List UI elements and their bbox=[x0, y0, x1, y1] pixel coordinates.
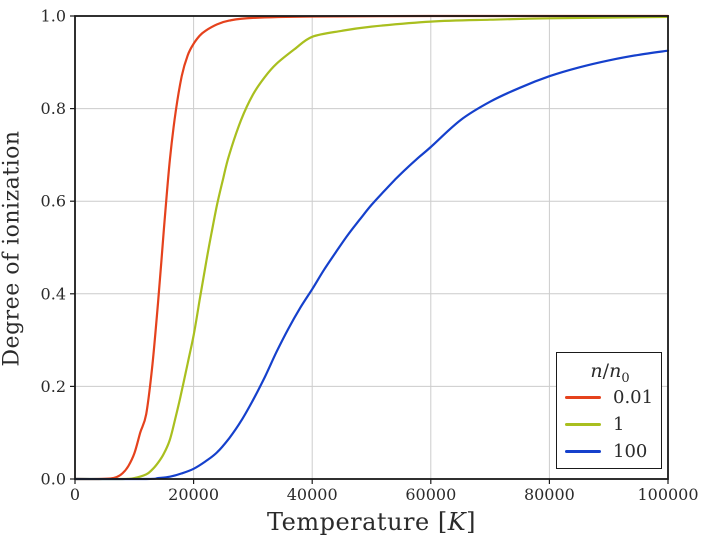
legend-label: 0.01 bbox=[613, 387, 654, 408]
legend-entry-0.01: 0.01 bbox=[565, 384, 655, 411]
y-axis-label: Degree of ionization bbox=[0, 130, 25, 367]
y-tick-label: 0.4 bbox=[41, 284, 66, 303]
y-tick-label: 0.8 bbox=[41, 99, 66, 118]
legend-swatch-green-line bbox=[565, 423, 601, 426]
legend-title-var2: n bbox=[609, 360, 622, 382]
legend-label: 100 bbox=[613, 441, 648, 462]
x-tick-label: 60000 bbox=[405, 485, 456, 504]
x-axis-label-bracket: ] bbox=[466, 508, 477, 536]
y-tick-label: 1.0 bbox=[41, 7, 66, 26]
x-axis-label-text: Temperature [ bbox=[266, 508, 448, 536]
x-tick-label: 40000 bbox=[287, 485, 338, 504]
legend-title-subscript: 0 bbox=[621, 370, 630, 386]
curve-n/n0-1 bbox=[73, 15, 670, 481]
legend-entry-1: 1 bbox=[565, 411, 655, 438]
x-tick-label: 0 bbox=[70, 485, 80, 504]
legend-title-var1: n bbox=[590, 360, 603, 382]
y-tick-label: 0.2 bbox=[41, 377, 66, 396]
legend: n/n0 0.01 1 100 bbox=[556, 352, 662, 469]
x-tick-label: 20000 bbox=[168, 485, 219, 504]
x-tick-label: 100000 bbox=[637, 485, 698, 504]
x-axis-label: Temperature [K] bbox=[75, 508, 668, 536]
x-tick-label: 80000 bbox=[524, 485, 575, 504]
legend-title: n/n0 bbox=[565, 359, 655, 386]
y-tick-label: 0.6 bbox=[41, 192, 66, 211]
legend-entry-100: 100 bbox=[565, 438, 655, 465]
plot-border bbox=[74, 15, 669, 480]
legend-title-slash: / bbox=[602, 360, 610, 382]
y-tick-label: 0.0 bbox=[41, 470, 66, 489]
legend-swatch-red-line bbox=[565, 396, 601, 399]
curve-n/n0-100 bbox=[73, 49, 670, 481]
legend-swatch-blue-line bbox=[565, 450, 601, 453]
curve-n/n0-0.01 bbox=[73, 14, 670, 481]
legend-label: 1 bbox=[613, 414, 625, 435]
x-axis-label-variable: K bbox=[447, 508, 467, 536]
